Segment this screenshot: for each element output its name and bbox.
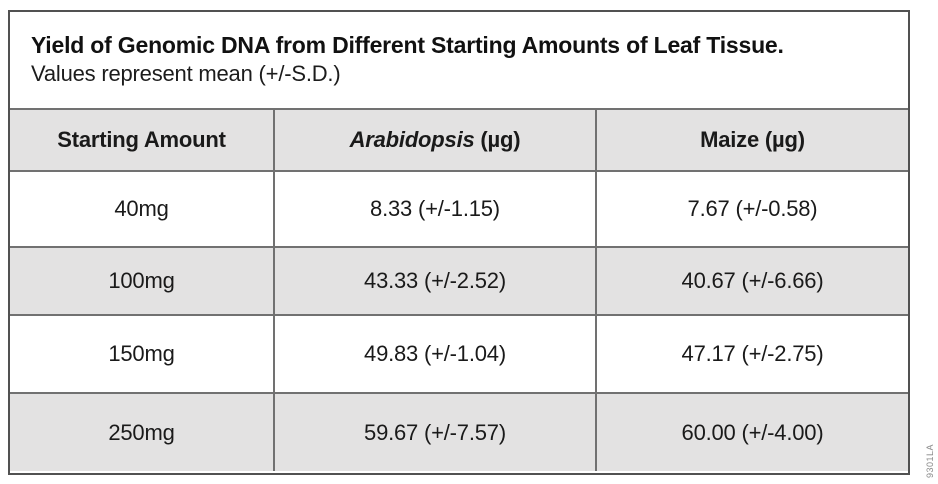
title-block: Yield of Genomic DNA from Different Star… bbox=[10, 12, 908, 108]
header-arabidopsis: Arabidopsis (µg) bbox=[273, 108, 597, 172]
cell-maize-yield: 60.00 (+/-4.00) bbox=[595, 392, 908, 471]
cell-arabidopsis-yield: 43.33 (+/-2.52) bbox=[273, 246, 597, 316]
header-maize: Maize (µg) bbox=[595, 108, 908, 172]
cell-maize-yield: 40.67 (+/-6.66) bbox=[595, 246, 908, 316]
figure-title: Yield of Genomic DNA from Different Star… bbox=[31, 32, 784, 58]
table-row: 100mg 43.33 (+/-2.52) 40.67 (+/-6.66) bbox=[10, 246, 908, 316]
cell-arabidopsis-yield: 49.83 (+/-1.04) bbox=[273, 314, 597, 394]
header-starting-amount: Starting Amount bbox=[10, 108, 275, 172]
table-row: 250mg 59.67 (+/-7.57) 60.00 (+/-4.00) bbox=[10, 392, 908, 471]
cell-arabidopsis-yield: 59.67 (+/-7.57) bbox=[273, 392, 597, 471]
cell-starting-amount: 250mg bbox=[10, 392, 275, 471]
figure-id-label: 9301LA bbox=[925, 443, 935, 478]
cell-starting-amount: 150mg bbox=[10, 314, 275, 394]
cell-arabidopsis-yield: 8.33 (+/-1.15) bbox=[273, 170, 597, 248]
cell-maize-yield: 7.67 (+/-0.58) bbox=[595, 170, 908, 248]
table-header: Starting Amount Arabidopsis (µg) Maize (… bbox=[10, 108, 908, 172]
header-arabidopsis-name: Arabidopsis bbox=[349, 127, 475, 152]
cell-starting-amount: 40mg bbox=[10, 170, 275, 248]
cell-maize-yield: 47.17 (+/-2.75) bbox=[595, 314, 908, 394]
yield-table: Starting Amount Arabidopsis (µg) Maize (… bbox=[10, 108, 908, 471]
cell-starting-amount: 100mg bbox=[10, 246, 275, 316]
table-row: 40mg 8.33 (+/-1.15) 7.67 (+/-0.58) bbox=[10, 170, 908, 248]
header-arabidopsis-unit: (µg) bbox=[474, 127, 521, 152]
header-row: Starting Amount Arabidopsis (µg) Maize (… bbox=[10, 108, 908, 172]
figure-container: Yield of Genomic DNA from Different Star… bbox=[8, 10, 910, 475]
figure-subtitle: Values represent mean (+/-S.D.) bbox=[31, 61, 341, 87]
table-row: 150mg 49.83 (+/-1.04) 47.17 (+/-2.75) bbox=[10, 314, 908, 394]
table-body: 40mg 8.33 (+/-1.15) 7.67 (+/-0.58) 100mg… bbox=[10, 170, 908, 471]
